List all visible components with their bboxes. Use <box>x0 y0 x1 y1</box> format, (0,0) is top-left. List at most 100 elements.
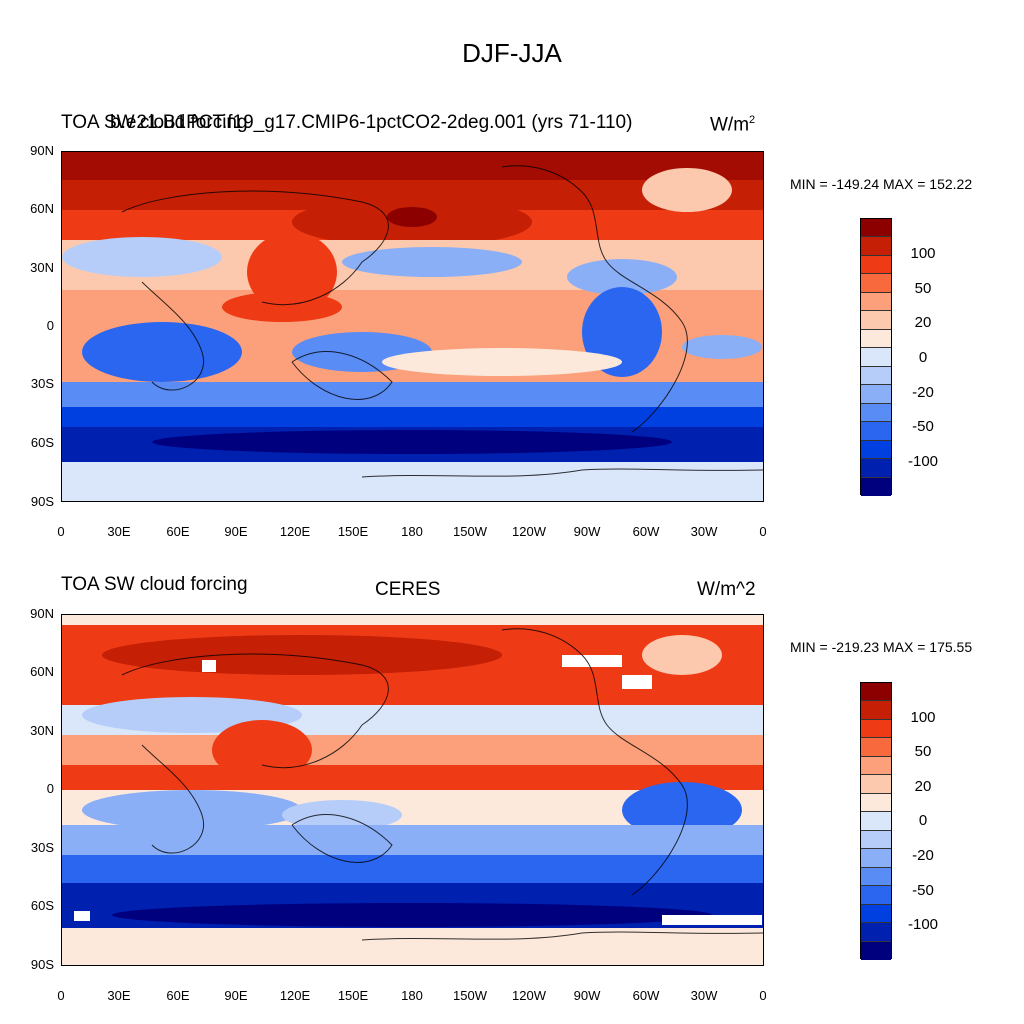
antarctica-band <box>62 462 763 501</box>
bottom-lon-7: 150W <box>453 988 487 1003</box>
top-lat-0: 90N <box>30 143 54 158</box>
bottom-center-title: CERES <box>375 579 441 600</box>
top-units-sup: 2 <box>749 114 756 126</box>
bottom-cbar-label: 50 <box>914 743 932 760</box>
top-lon-0: 0 <box>57 524 65 539</box>
cbar-swatch <box>861 941 891 961</box>
bottom-cbar-label: -20 <box>912 847 934 864</box>
top-lat-4: 30S <box>30 376 54 391</box>
top-lon-8: 120W <box>512 524 546 539</box>
cbar-swatch <box>861 459 891 478</box>
top-cbar-label: -100 <box>907 453 939 470</box>
bottom-left-title: TOA SW cloud forcing <box>61 574 248 595</box>
cbar-swatch <box>861 292 891 312</box>
bottom-lat-4: 30S <box>30 840 54 855</box>
cbar-swatch <box>861 255 891 275</box>
bottom-lon-9: 90W <box>573 988 601 1003</box>
top-left-title: TOA SW cloud forcing <box>61 112 248 133</box>
top-lat-5: 60S <box>30 435 54 450</box>
bottom-lon-0: 0 <box>57 988 65 1003</box>
cbar-swatch <box>861 849 891 868</box>
top-lon-9: 90W <box>573 524 601 539</box>
greenland-region <box>642 168 732 212</box>
bottom-cbar-label: -100 <box>907 916 939 933</box>
arctic-band <box>62 625 763 705</box>
bottom-lon-4: 120E <box>279 988 311 1003</box>
cbar-swatch <box>861 775 891 794</box>
bottom-units: W/m^2 <box>697 579 756 600</box>
cbar-swatch <box>861 440 891 460</box>
cbar-swatch <box>861 329 891 349</box>
cbar-swatch <box>861 422 891 441</box>
top-panel: TOA SW cloud forcing b.e21.B1PCT.f19_g17… <box>30 112 973 539</box>
top-lon-1: 30E <box>107 524 131 539</box>
top-cbar-label: -50 <box>912 418 934 435</box>
cbar-swatch <box>861 701 891 720</box>
cbar-swatch <box>861 237 891 256</box>
main-title: DJF-JJA <box>462 38 562 68</box>
bottom-lat-3: 0 <box>46 781 54 796</box>
top-cbar-label: 50 <box>914 280 932 297</box>
top-units-base: W/m <box>710 114 750 136</box>
cbar-swatch <box>861 867 891 887</box>
cbar-swatch <box>861 348 891 367</box>
cbar-swatch <box>861 886 891 905</box>
bottom-lon-8: 120W <box>512 988 546 1003</box>
top-lat-2: 30N <box>30 260 54 275</box>
cbar-swatch <box>861 219 891 238</box>
top-units: W/m2 <box>710 114 755 136</box>
top-lon-4: 120E <box>279 524 311 539</box>
bottom-lat-6: 90S <box>30 957 54 972</box>
cbar-swatch <box>861 812 891 831</box>
top-cbar-label: -20 <box>912 384 934 401</box>
top-lon-3: 90E <box>224 524 248 539</box>
cbar-swatch <box>861 477 891 497</box>
cbar-swatch <box>861 403 891 423</box>
top-colorbar <box>860 218 892 497</box>
bottom-lon-3: 90E <box>224 988 248 1003</box>
top-lon-12: 0 <box>759 524 767 539</box>
bottom-lat-0: 90N <box>30 606 54 621</box>
top-cbar-label: 100 <box>910 245 936 262</box>
cbar-swatch <box>861 719 891 739</box>
map-background <box>62 615 763 965</box>
cbar-swatch <box>861 756 891 776</box>
cbar-swatch <box>861 683 891 702</box>
bottom-map-svg <box>62 615 763 965</box>
top-cbar-label: 0 <box>918 349 928 366</box>
missing-data-patches <box>74 655 762 925</box>
cbar-swatch <box>861 830 891 850</box>
bottom-cbar-label: 20 <box>914 778 932 795</box>
bottom-cbar-label: 100 <box>910 709 936 726</box>
bottom-lon-1: 30E <box>107 988 131 1003</box>
bottom-lon-2: 60E <box>166 988 190 1003</box>
top-lon-6: 180 <box>401 524 423 539</box>
bottom-lon-11: 30W <box>690 988 718 1003</box>
bottom-colorbar <box>860 682 892 961</box>
bottom-lat-1: 60N <box>30 664 54 679</box>
cbar-swatch <box>861 793 891 813</box>
top-cbar-label: 20 <box>914 314 932 331</box>
top-minmax: MIN = -149.24 MAX = 152.22 <box>790 176 973 192</box>
bottom-lat-2: 30N <box>30 723 54 738</box>
cbar-swatch <box>861 904 891 924</box>
top-lon-11: 30W <box>690 524 718 539</box>
cbar-swatch <box>861 385 891 404</box>
top-map-svg <box>62 152 763 501</box>
cbar-swatch <box>861 366 891 386</box>
cbar-swatch <box>861 923 891 942</box>
top-map <box>61 151 764 502</box>
top-lat-3: 0 <box>46 318 54 333</box>
bottom-cbar-label: 0 <box>918 812 928 829</box>
top-lat-6: 90S <box>30 494 54 509</box>
top-lon-2: 60E <box>166 524 190 539</box>
bottom-lon-5: 150E <box>337 988 369 1003</box>
bottom-map <box>61 614 764 966</box>
bottom-lon-12: 0 <box>759 988 767 1003</box>
bottom-cbar-label: -50 <box>912 882 934 899</box>
cbar-swatch <box>861 274 891 293</box>
antarctica-band <box>62 928 763 965</box>
top-lon-5: 150E <box>337 524 369 539</box>
bottom-lat-5: 60S <box>30 898 54 913</box>
top-lon-10: 60W <box>632 524 660 539</box>
